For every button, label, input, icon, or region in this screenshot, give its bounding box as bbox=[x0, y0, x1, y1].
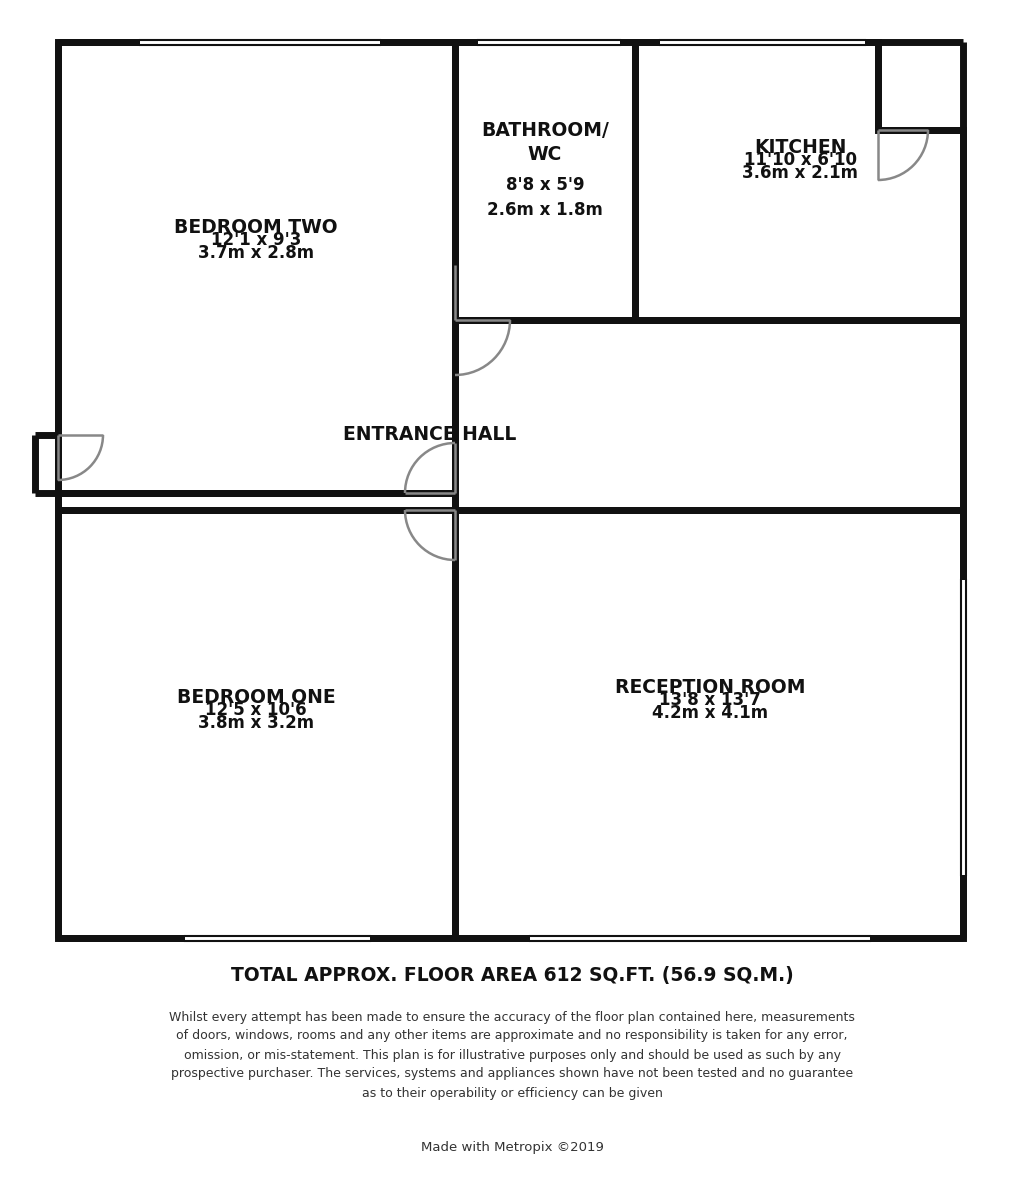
Bar bbox=[140, 38, 380, 45]
Text: 3.8m x 3.2m: 3.8m x 3.2m bbox=[198, 715, 314, 732]
Polygon shape bbox=[455, 320, 963, 510]
Bar bbox=[478, 38, 620, 45]
Text: BEDROOM TWO: BEDROOM TWO bbox=[174, 218, 338, 237]
Text: Made with Metropix ©2019: Made with Metropix ©2019 bbox=[421, 1142, 603, 1155]
Text: ENTRANCE HALL: ENTRANCE HALL bbox=[343, 425, 517, 444]
Text: WC: WC bbox=[527, 146, 562, 165]
Text: 13'8 x 13'7: 13'8 x 13'7 bbox=[659, 691, 761, 709]
Text: 2.6m x 1.8m: 2.6m x 1.8m bbox=[487, 201, 603, 218]
Text: 11'10 x 6'10: 11'10 x 6'10 bbox=[743, 151, 856, 169]
Text: BATHROOM/: BATHROOM/ bbox=[481, 121, 609, 140]
Text: TOTAL APPROX. FLOOR AREA 612 SQ.FT. (56.9 SQ.M.): TOTAL APPROX. FLOOR AREA 612 SQ.FT. (56.… bbox=[230, 965, 794, 984]
Polygon shape bbox=[58, 42, 455, 493]
Text: 12'1 x 9'3: 12'1 x 9'3 bbox=[211, 231, 301, 249]
Text: 3.7m x 2.8m: 3.7m x 2.8m bbox=[198, 245, 314, 262]
Text: 8'8 x 5'9: 8'8 x 5'9 bbox=[506, 176, 585, 193]
Text: 12'5 x 10'6: 12'5 x 10'6 bbox=[205, 702, 307, 719]
Polygon shape bbox=[58, 510, 455, 938]
Bar bbox=[185, 934, 370, 941]
Bar bbox=[959, 580, 967, 875]
Polygon shape bbox=[58, 493, 455, 510]
Text: KITCHEN: KITCHEN bbox=[754, 139, 846, 158]
Text: ESTATE  AGENTS: ESTATE AGENTS bbox=[267, 534, 757, 586]
Text: 4.2m x 4.1m: 4.2m x 4.1m bbox=[652, 704, 768, 722]
Polygon shape bbox=[635, 42, 963, 320]
Bar bbox=[530, 934, 870, 941]
Text: DBK: DBK bbox=[268, 364, 756, 565]
Text: RECEPTION ROOM: RECEPTION ROOM bbox=[614, 678, 805, 697]
Text: Whilst every attempt has been made to ensure the accuracy of the floor plan cont: Whilst every attempt has been made to en… bbox=[169, 1010, 855, 1099]
Polygon shape bbox=[455, 510, 963, 938]
Bar bbox=[660, 38, 865, 45]
Polygon shape bbox=[455, 42, 635, 320]
Text: BEDROOM ONE: BEDROOM ONE bbox=[177, 688, 335, 707]
Text: 3.6m x 2.1m: 3.6m x 2.1m bbox=[742, 164, 858, 182]
